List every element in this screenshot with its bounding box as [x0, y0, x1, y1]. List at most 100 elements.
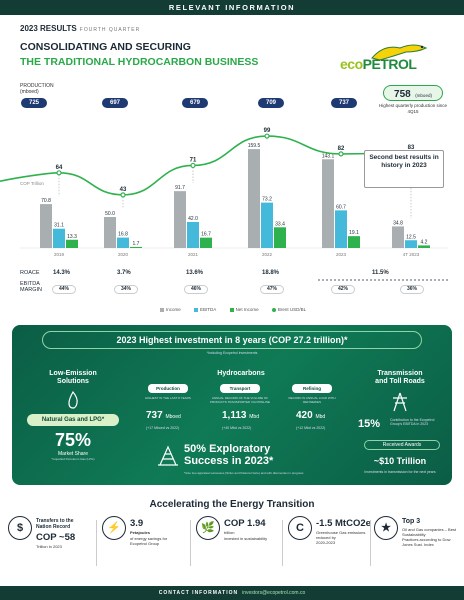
roace-label: ROACE — [20, 270, 40, 276]
exploratory-note: *Also two appraisal successes (Sirius an… — [184, 471, 304, 475]
emissions-value: -1.5 MtCO2e — [316, 518, 371, 529]
refining-tag: Refining — [292, 384, 332, 393]
data-label: 19.1 — [349, 230, 359, 236]
brent-label: 64 — [56, 165, 63, 171]
production-pill: 697 — [102, 98, 128, 108]
chart-unit-note: COP Trillion — [20, 181, 44, 186]
transfers-value: COP ~58 — [36, 532, 76, 543]
category-label: 2022 — [262, 252, 273, 257]
margin-value: 36% — [400, 285, 424, 294]
dow-jones-stat: ★ Top 3 Oil and Gas companies – Best Sus… — [374, 516, 460, 576]
production-pill: 679 — [182, 98, 208, 108]
exploratory-success: 50% Exploratory Success in 2023* — [184, 443, 274, 467]
bar-net-income — [418, 245, 430, 248]
margin-value: 47% — [260, 285, 284, 294]
divider — [282, 520, 283, 566]
second-best-callout: Second best results in history in 2023 — [364, 150, 444, 188]
category-label: 2020 — [118, 252, 129, 257]
bar-income — [40, 204, 52, 248]
lpg-footnote: *Liquefied Petroleum Gas (LPG) — [51, 457, 95, 461]
data-label: 12.5 — [406, 234, 416, 240]
legend-item: Income — [160, 307, 181, 312]
bar-net-income — [348, 236, 360, 248]
bar-net-income — [66, 239, 78, 248]
sustainability-stat: 🌿 COP 1.94 trillion invested in sustaina… — [196, 516, 280, 576]
data-label: 33.4 — [275, 221, 285, 227]
production-delta: (+17 Mboed vs 2022) — [146, 426, 180, 430]
emissions-stat: C -1.5 MtCO2e Greenhouse Gas emissions r… — [288, 516, 372, 576]
roace-value: 18.8% — [262, 270, 280, 276]
received-awards-pill: Received Awards — [364, 440, 440, 450]
co2-icon: C — [288, 516, 312, 540]
data-label: 91.7 — [175, 185, 185, 191]
page-subtitle: THE TRADITIONAL HYDROCARBON BUSINESS — [20, 56, 259, 68]
hydrocarbons-column: Hydrocarbons Production Transport Refini… — [136, 370, 346, 430]
peak-production-caption: Highest quarterly production since 4Q15 — [378, 103, 448, 114]
brent-label: 82 — [338, 146, 345, 152]
contact-email-link[interactable]: investors@ecopetrol.com.co — [242, 590, 306, 596]
power-tower-icon — [393, 392, 407, 412]
production-label: PRODUCTION (mboed) — [20, 83, 54, 95]
energy-savings-value: 3.9 — [130, 518, 144, 529]
refining-desc: RECORD IN ANNUAL LOAD WITH REFINERIES — [288, 396, 336, 404]
margin-value: 44% — [52, 285, 76, 294]
production-pill: 725 — [21, 98, 47, 108]
market-share-value: 75% — [54, 430, 92, 450]
ecopetrol-logo: ecoPETROL — [340, 38, 444, 74]
refining-delta: (+12 Mbd vs 2022) — [296, 426, 326, 430]
brent-point — [56, 170, 62, 176]
leaf-icon: 🌿 — [196, 516, 220, 540]
transmission-column: Transmission and Toll Roads 15% Contribu… — [350, 370, 450, 474]
roace-value: 11.5% — [372, 270, 389, 276]
data-label: 13.3 — [67, 234, 77, 240]
production-value: 737 Mboed — [146, 410, 181, 421]
money-hand-icon: $ — [8, 516, 32, 540]
bar-net-income — [274, 227, 286, 248]
bar-ebitda — [405, 240, 417, 248]
category-label: 2021 — [188, 252, 199, 257]
investment-subtitle: *Including Ecopetrol investments — [206, 351, 258, 355]
bar-ebitda — [335, 210, 347, 248]
data-label: 31.1 — [54, 223, 64, 229]
roace-value: 13.6% — [186, 270, 204, 276]
brent-label: 71 — [190, 157, 197, 163]
legend-item: Brent USD/BL — [271, 307, 306, 312]
sustainability-value: COP 1.94 — [224, 518, 266, 529]
quarter-label: FOURTH QUARTER — [79, 27, 141, 33]
bar-ebitda — [117, 237, 129, 248]
dow-jones-value: Top 3 — [402, 518, 421, 525]
refining-value: 420 Mbd — [296, 410, 326, 421]
data-label: 60.7 — [336, 204, 346, 210]
footer: CONTACT INFORMATION investors@ecopetrol.c… — [0, 586, 464, 600]
bar-income — [248, 149, 260, 248]
data-label: 1.7 — [133, 241, 140, 247]
data-label: 34.8 — [393, 220, 403, 226]
energy-savings-icon: ⚡ — [102, 516, 126, 540]
top-banner: RELEVANT INFORMATION — [0, 0, 464, 15]
margin-value: 34% — [114, 285, 138, 294]
roace-value: 14.3% — [53, 270, 71, 276]
category-label: 4T 2023 — [403, 252, 420, 257]
roace-bracket — [318, 279, 448, 281]
logo-wordmark: ecoPETROL — [340, 56, 417, 72]
market-share-caption: Market Share — [57, 451, 88, 457]
divider — [370, 520, 371, 566]
data-label: 4.2 — [421, 239, 428, 245]
data-label: 50.0 — [105, 211, 115, 217]
bar-ebitda — [53, 228, 65, 248]
data-label: 42.0 — [188, 216, 198, 222]
production-pill: 737 — [331, 98, 357, 108]
transport-value: 1,113 Mbd — [222, 410, 259, 421]
page-title: CONSOLIDATING AND SECURING — [20, 41, 191, 53]
bar-ebitda — [187, 221, 199, 248]
energy-transition-title: Accelerating the Energy Transition — [149, 499, 315, 510]
transmission-investment-value: ~$10 Trillion — [373, 456, 427, 466]
bar-net-income — [130, 246, 142, 248]
transport-tag: Transport — [220, 384, 260, 393]
ebitda-margin-label: EBITDA MARGIN — [20, 281, 42, 293]
divider — [96, 520, 97, 566]
drilling-rig-icon — [158, 445, 178, 466]
legend-item: EBITDA — [194, 307, 216, 312]
bar-net-income — [200, 237, 212, 248]
data-label: 143.1 — [322, 153, 335, 159]
